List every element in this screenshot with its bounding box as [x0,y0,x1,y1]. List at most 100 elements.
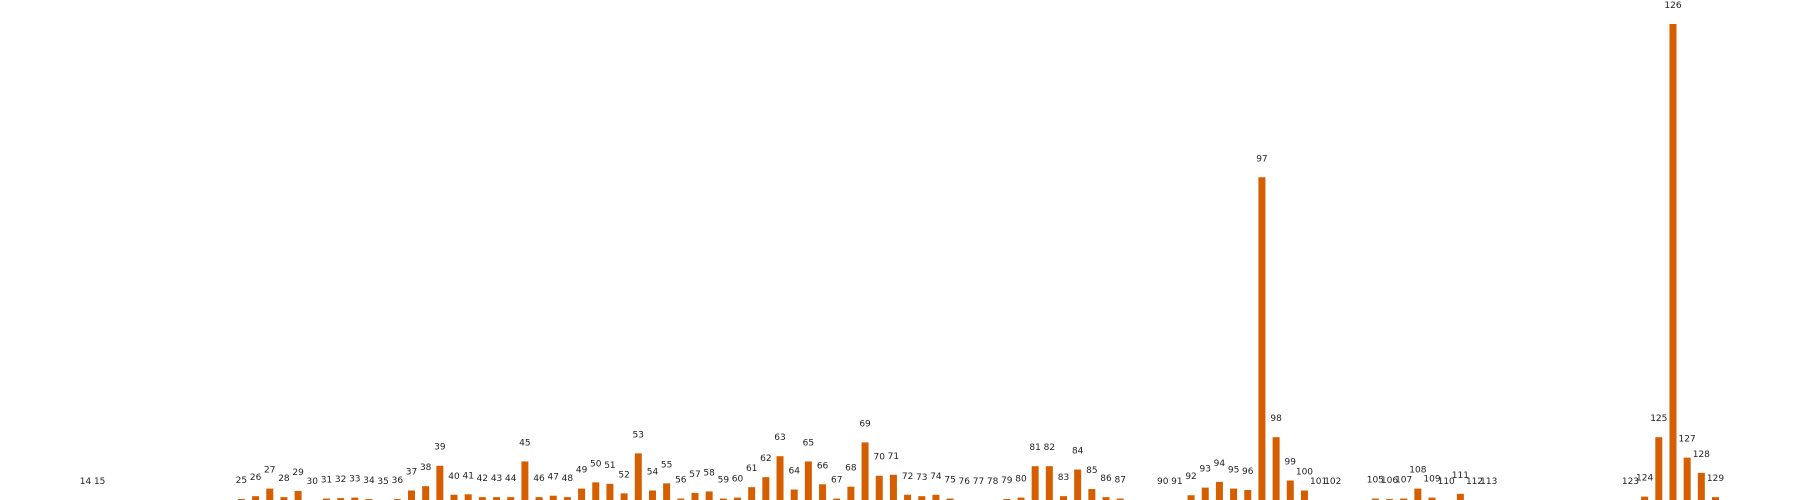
bar-86 [1102,497,1110,500]
bar-label-63: 63 [774,433,785,443]
bar-label-44: 44 [505,474,517,484]
bar-28 [280,497,288,500]
bar-label-60: 60 [732,475,744,485]
bar-111 [1456,493,1464,500]
bar-label-69: 69 [859,419,871,429]
bar-label-102: 102 [1324,477,1341,487]
bar-label-34: 34 [363,476,375,486]
bar-93 [1201,487,1209,500]
bar-68 [847,486,855,500]
bar-label-59: 59 [718,476,730,486]
bar-label-48: 48 [562,474,574,484]
bar-109 [1428,497,1436,500]
bar-label-86: 86 [1100,474,1112,484]
bar-label-41: 41 [462,471,473,481]
bar-label-113: 113 [1480,477,1497,487]
bar-label-82: 82 [1044,443,1055,453]
bar-59 [719,498,727,500]
bar-label-37: 37 [406,467,417,477]
bar-label-42: 42 [477,474,488,484]
bar-label-54: 54 [647,467,659,477]
bar-label-100: 100 [1296,467,1313,477]
bar-label-90: 90 [1157,477,1169,487]
bar-98 [1272,437,1280,500]
bar-label-32: 32 [335,475,346,485]
bar-label-84: 84 [1072,447,1084,457]
bar-label-52: 52 [618,470,629,480]
bar-label-77: 77 [973,477,984,487]
bar-31 [322,498,330,500]
bar-label-71: 71 [888,452,899,462]
bar-92 [1187,495,1195,500]
bar-48 [563,497,571,500]
bar-32 [337,498,345,500]
bar-62 [762,477,770,500]
bar-label-106: 106 [1381,476,1398,486]
bar-label-78: 78 [987,477,999,487]
bar-107 [1400,498,1408,500]
bar-label-55: 55 [661,460,672,470]
bar-label-99: 99 [1285,457,1297,467]
bar-label-39: 39 [434,443,446,453]
bar-128 [1697,472,1705,500]
bar-83 [1060,496,1067,500]
bar-97 [1258,177,1266,500]
bar-99 [1286,480,1294,500]
bar-46 [535,497,543,500]
bar-108 [1414,488,1422,500]
bar-label-53: 53 [633,430,644,440]
bar-label-109: 109 [1423,475,1440,485]
bar-129 [1712,497,1719,500]
bar-label-56: 56 [675,476,687,486]
bar-label-85: 85 [1086,466,1097,476]
bar-label-123: 123 [1622,477,1639,487]
bar-81 [1031,466,1039,500]
bar-label-94: 94 [1214,459,1226,469]
bar-55 [663,483,671,500]
bar-57 [691,492,699,500]
bar-label-50: 50 [590,459,602,469]
bar-label-127: 127 [1679,435,1696,445]
bar-56 [677,498,685,500]
bar-label-108: 108 [1409,466,1426,476]
bar-72 [904,494,912,500]
bar-70 [875,475,883,500]
bar-label-61: 61 [746,464,757,474]
bar-label-126: 126 [1664,1,1681,11]
bar-37 [408,490,415,500]
bar-label-45: 45 [519,438,530,448]
bar-label-30: 30 [307,477,319,487]
bar-85 [1088,489,1096,500]
bar-69 [861,442,869,500]
bar-52 [620,493,628,500]
bar-label-14: 14 [80,477,92,487]
bar-84 [1074,469,1082,500]
bar-74 [932,494,940,500]
bar-label-96: 96 [1242,467,1254,477]
bar-label-26: 26 [250,473,262,483]
bar-45 [521,461,529,500]
bar-41 [464,494,472,500]
bar-27 [266,488,274,500]
bar-label-62: 62 [760,454,771,464]
bar-label-92: 92 [1185,472,1196,482]
bar-label-28: 28 [278,474,290,484]
bar-71 [889,474,897,500]
bar-label-33: 33 [349,475,360,485]
bar-label-57: 57 [689,470,700,480]
bar-47 [549,495,557,500]
bar-label-75: 75 [944,476,955,486]
bar-label-80: 80 [1015,475,1027,485]
bar-100 [1300,490,1308,500]
bar-53 [634,453,642,500]
bar-label-97: 97 [1256,154,1267,164]
bar-label-112: 112 [1466,477,1483,487]
bar-label-74: 74 [930,472,942,482]
bar-label-67: 67 [831,476,842,486]
bar-label-98: 98 [1270,414,1282,424]
bar-80 [1017,497,1025,500]
bar-66 [819,484,827,500]
bar-38 [422,486,430,500]
bar-29 [294,490,302,500]
bar-label-124: 124 [1636,474,1653,484]
